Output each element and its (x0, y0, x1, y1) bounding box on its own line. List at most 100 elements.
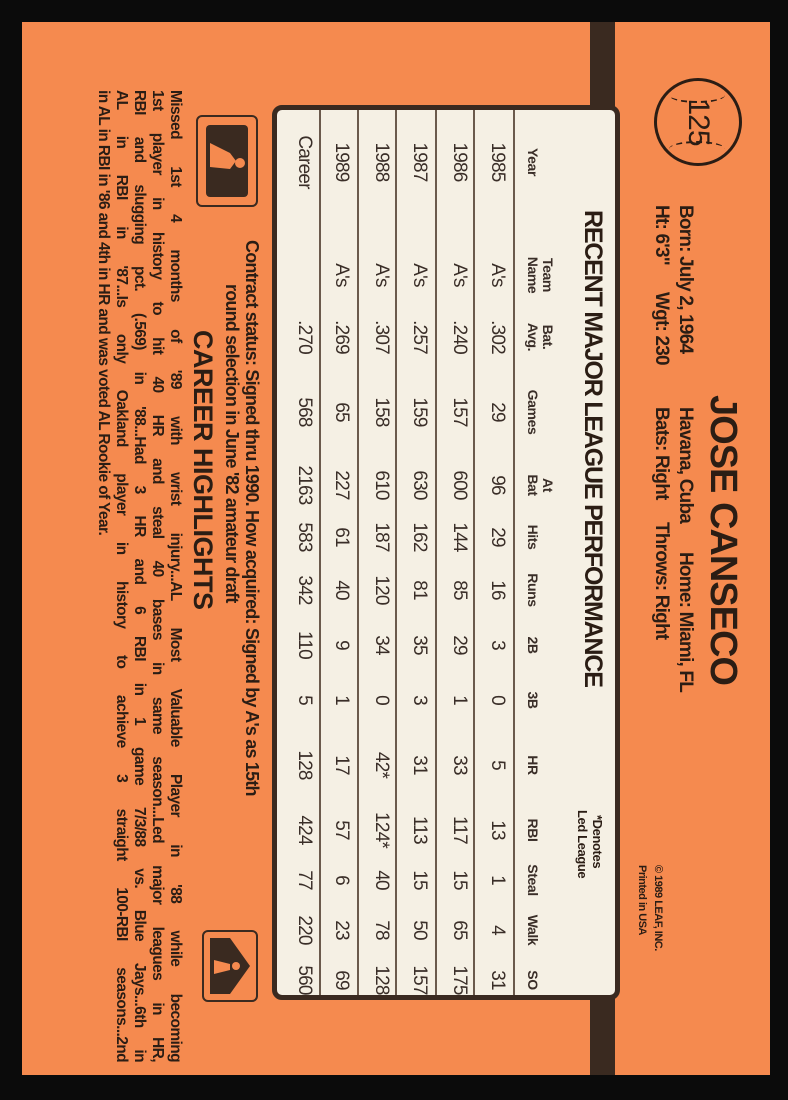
led-league-note: *Denotes (590, 815, 605, 869)
row-divider (513, 110, 515, 995)
column-header: Team Name (525, 256, 556, 294)
column-header: 3B (525, 691, 541, 709)
card-content: 125 JOSE CANSECO Born: July 2, 1964 Hava… (22, 22, 770, 1075)
table-cell: 13 (487, 820, 508, 840)
table-cell: 81 (409, 580, 430, 600)
table-cell: 424 (294, 815, 315, 845)
highlight-line: 1st player in history to hit 40 HR and s… (149, 90, 166, 1062)
birthplace: Havana, Cuba (675, 407, 696, 524)
table-cell: .269 (331, 320, 352, 354)
table-cell: 120 (371, 575, 392, 605)
table-cell: .240 (449, 320, 470, 354)
table-cell: 77 (294, 870, 315, 890)
column-header: Hits (525, 524, 541, 550)
table-cell: 144 (449, 522, 470, 552)
table-cell: 65 (449, 920, 470, 940)
table-cell: 15 (409, 870, 430, 890)
card-number-baseball: 125 (654, 78, 742, 166)
table-cell: 85 (449, 580, 470, 600)
table-cell: 9 (331, 640, 352, 650)
table-cell: 6 (331, 875, 352, 885)
table-cell: 61 (331, 527, 352, 547)
table-cell: 1988 (371, 142, 392, 182)
row-divider (319, 110, 321, 995)
table-cell: .302 (487, 320, 508, 354)
column-header: Year (525, 148, 541, 176)
row-divider (357, 110, 359, 995)
table-cell: 78 (371, 920, 392, 940)
table-cell: 227 (331, 470, 352, 500)
column-header: Bat. Avg. (525, 322, 556, 352)
stats-title: RECENT MAJOR LEAGUE PERFORMANCE (579, 210, 607, 687)
highlight-line: AL in RBI in '87...Is only Oakland playe… (113, 90, 130, 1062)
table-cell: 50 (409, 920, 430, 940)
table-cell: 33 (449, 755, 470, 775)
table-cell: A's (331, 263, 352, 287)
column-header: 2B (525, 636, 541, 654)
table-cell: 187 (371, 522, 392, 552)
table-cell: 29 (487, 402, 508, 422)
mlb-logo (196, 115, 258, 207)
table-cell: 15 (449, 870, 470, 890)
table-cell: 1985 (487, 142, 508, 182)
column-header: Games (525, 389, 541, 435)
printed-in: Printed in USA (636, 865, 648, 936)
table-cell: 31 (487, 970, 508, 990)
bats: Bats: Right (651, 407, 672, 500)
row-divider (395, 110, 397, 995)
table-cell: 1 (449, 695, 470, 705)
table-cell: 31 (409, 755, 430, 775)
table-cell: 17 (331, 755, 352, 775)
born: Born: July 2, 1964 (675, 205, 696, 354)
table-cell: .307 (371, 320, 392, 354)
table-cell: 65 (331, 402, 352, 422)
table-cell: Career (294, 135, 315, 189)
player-silhouette-icon (210, 938, 250, 994)
table-cell: 157 (449, 397, 470, 427)
contract-status: Contract status: Signed thru 1990. How a… (242, 240, 262, 796)
table-cell: 0 (371, 695, 392, 705)
table-cell: 124* (371, 812, 392, 848)
table-cell: 342 (294, 575, 315, 605)
table-cell: .257 (409, 320, 430, 354)
led-league-note: Led League (575, 810, 590, 879)
column-header: SO (525, 970, 541, 990)
throws: Throws: Right (651, 522, 672, 640)
table-cell: 3 (487, 640, 508, 650)
table-cell: A's (409, 263, 430, 287)
column-header: Steal (525, 864, 541, 896)
table-cell: 113 (409, 816, 430, 844)
copyright: © 1989 LEAF, INC. (652, 865, 664, 951)
table-cell: 57 (331, 820, 352, 840)
table-cell: 69 (331, 970, 352, 990)
table-cell: 128 (371, 965, 392, 995)
table-cell: 600 (449, 470, 470, 500)
highlight-line: in AL in RBI in '86 and 4th in HR and wa… (95, 90, 112, 536)
table-cell: 16 (487, 580, 508, 600)
table-cell: 110 (294, 631, 315, 659)
highlight-line: Missed 1st 4 months of '89 with wrist in… (167, 90, 184, 1062)
stats-table: RECENT MAJOR LEAGUE PERFORMANCE *Denotes… (272, 105, 620, 1000)
table-cell: 35 (409, 635, 430, 655)
table-cell: 1986 (449, 142, 470, 182)
table-cell: 2163 (294, 465, 315, 505)
table-cell: 1 (487, 875, 508, 885)
contract-status-2: round selection in June '82 amateur draf… (222, 284, 242, 603)
table-cell: 610 (371, 470, 392, 500)
table-cell: 4 (487, 925, 508, 935)
table-cell: 5 (487, 760, 508, 770)
column-header: RBI (525, 818, 541, 842)
table-cell: 630 (409, 470, 430, 500)
table-cell: 175 (449, 965, 470, 995)
table-cell: 1989 (331, 142, 352, 182)
table-cell: 29 (449, 635, 470, 655)
table-cell: 3 (409, 695, 430, 705)
table-cell: 1987 (409, 142, 430, 182)
table-cell: 158 (371, 397, 392, 427)
table-cell: 40 (371, 870, 392, 890)
table-cell: 34 (371, 635, 392, 655)
table-cell: 23 (331, 920, 352, 940)
table-cell: 568 (294, 397, 315, 427)
table-cell: 157 (409, 965, 430, 995)
table-cell: 159 (409, 397, 430, 427)
